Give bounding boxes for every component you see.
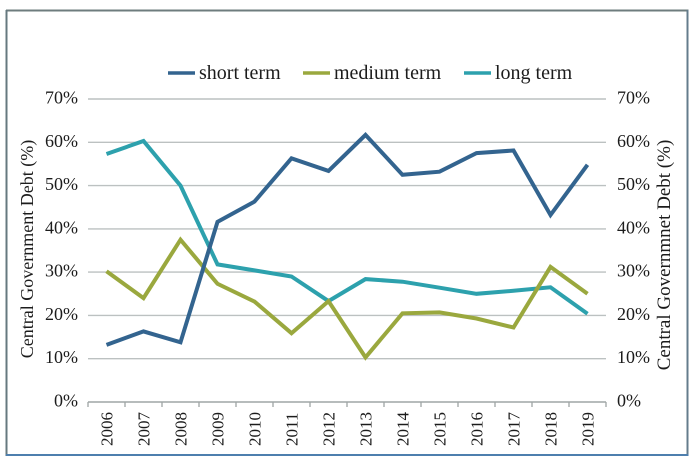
svg-text:20%: 20% bbox=[45, 304, 78, 324]
svg-text:30%: 30% bbox=[617, 261, 650, 281]
svg-text:long term: long term bbox=[495, 62, 573, 84]
svg-text:2014: 2014 bbox=[394, 412, 413, 447]
svg-text:40%: 40% bbox=[617, 217, 650, 237]
svg-text:medium term: medium term bbox=[334, 62, 442, 84]
svg-text:2010: 2010 bbox=[246, 412, 265, 446]
svg-text:60%: 60% bbox=[617, 131, 650, 151]
svg-text:70%: 70% bbox=[45, 88, 78, 108]
svg-text:60%: 60% bbox=[45, 131, 78, 151]
svg-text:30%: 30% bbox=[45, 261, 78, 281]
svg-text:2019: 2019 bbox=[579, 412, 598, 446]
svg-text:2009: 2009 bbox=[209, 412, 228, 446]
svg-text:Central Government Debt (%): Central Government Debt (%) bbox=[17, 140, 38, 358]
svg-text:2015: 2015 bbox=[431, 412, 450, 446]
svg-text:2007: 2007 bbox=[135, 412, 154, 447]
svg-text:0%: 0% bbox=[54, 391, 78, 411]
svg-text:10%: 10% bbox=[617, 347, 650, 367]
svg-text:2012: 2012 bbox=[320, 412, 339, 446]
svg-text:2006: 2006 bbox=[98, 412, 117, 446]
svg-text:50%: 50% bbox=[45, 174, 78, 194]
svg-text:2018: 2018 bbox=[542, 412, 561, 446]
svg-text:40%: 40% bbox=[45, 217, 78, 237]
svg-text:0%: 0% bbox=[617, 391, 641, 411]
svg-text:Central Governmnet Debt (%): Central Governmnet Debt (%) bbox=[654, 140, 675, 371]
svg-text:short term: short term bbox=[199, 62, 281, 84]
svg-text:50%: 50% bbox=[617, 174, 650, 194]
svg-text:2011: 2011 bbox=[283, 413, 302, 446]
svg-text:2016: 2016 bbox=[468, 412, 487, 446]
svg-text:2017: 2017 bbox=[505, 412, 524, 447]
svg-text:10%: 10% bbox=[45, 347, 78, 367]
svg-text:2008: 2008 bbox=[172, 412, 191, 446]
svg-text:70%: 70% bbox=[617, 88, 650, 108]
svg-text:20%: 20% bbox=[617, 304, 650, 324]
svg-text:2013: 2013 bbox=[357, 412, 376, 446]
